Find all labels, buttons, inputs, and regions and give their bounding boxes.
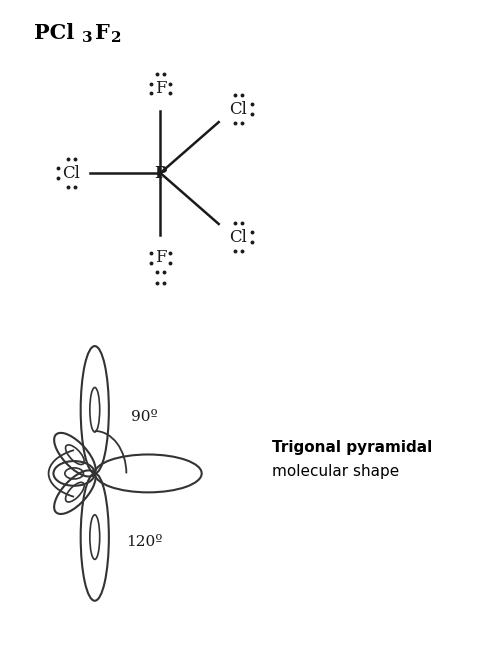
Text: Cl: Cl xyxy=(229,229,247,246)
Text: F: F xyxy=(155,80,166,97)
Text: 3: 3 xyxy=(82,31,92,44)
Text: F: F xyxy=(95,23,109,43)
Text: Trigonal pyramidal: Trigonal pyramidal xyxy=(272,440,433,454)
Text: molecular shape: molecular shape xyxy=(272,464,399,479)
Text: 2: 2 xyxy=(111,31,122,44)
Text: PCl: PCl xyxy=(34,23,74,43)
Text: F: F xyxy=(155,249,166,266)
Text: P: P xyxy=(154,165,167,182)
Text: Cl: Cl xyxy=(63,165,80,182)
Text: 90º: 90º xyxy=(131,411,158,424)
Text: 120º: 120º xyxy=(126,535,163,549)
Text: Cl: Cl xyxy=(229,101,247,118)
